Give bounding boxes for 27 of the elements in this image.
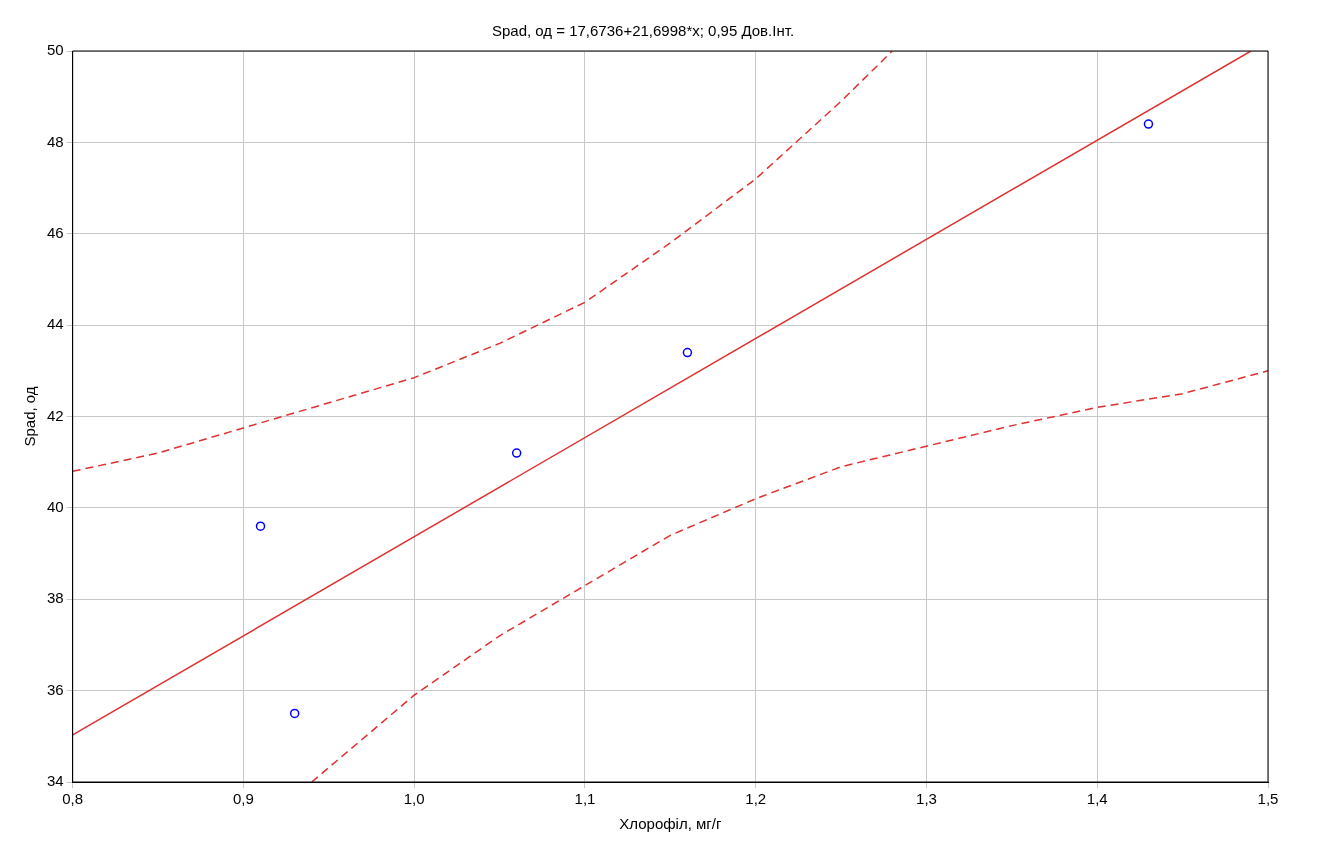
x-tick-label: 1,4 (1086, 790, 1108, 808)
x-tick-label: 1,0 (403, 790, 425, 808)
y-tick-label: 40 (47, 498, 64, 516)
point (1143, 119, 1154, 129)
x-tick-label: 1,5 (1257, 790, 1279, 808)
point (289, 708, 300, 719)
y-tick-label: 42 (47, 406, 64, 424)
y-tick-label: 50 (47, 41, 64, 59)
y-tick-label: 48 (47, 132, 64, 150)
x-tick-label: 1,2 (745, 790, 767, 808)
y-tick-label: 46 (47, 223, 64, 241)
y-tick-label: 36 (47, 680, 64, 698)
x-tick-label: 0,9 (233, 790, 254, 808)
y-tick-label: 34 (47, 772, 64, 790)
y-axis-title: Spad, од (21, 386, 39, 447)
y-tick-label: 44 (47, 315, 64, 333)
x-axis-title: Хлорофіл, мг/г (619, 815, 722, 833)
point (255, 521, 266, 531)
line-series (311, 370, 1268, 782)
y-tick-label: 38 (47, 589, 64, 607)
x-tick-label: 1,1 (574, 790, 596, 808)
line-series (72, 51, 894, 473)
x-tick-label: 1,3 (916, 790, 937, 808)
x-tick-label: 0,8 (62, 790, 84, 808)
point (682, 347, 693, 358)
chart-title: Spad, од = 17,6736+21,6998*x; 0,95 Дов.Інт. (491, 22, 795, 40)
point (511, 448, 522, 458)
